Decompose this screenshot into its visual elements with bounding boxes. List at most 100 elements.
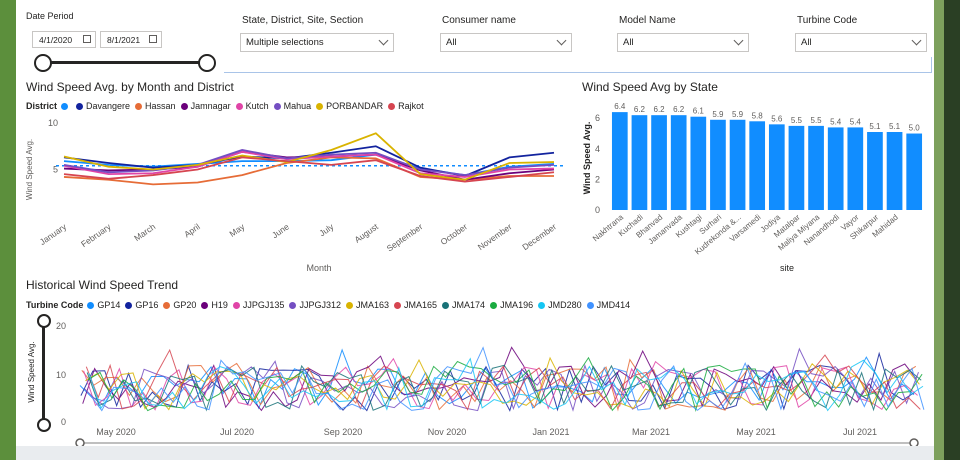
legend-item[interactable]: JJPGJ135	[232, 300, 285, 310]
data-label: 6.2	[634, 105, 646, 114]
legend-item[interactable]: JMA196	[490, 300, 533, 310]
legend-label: GP14	[97, 300, 121, 310]
series-line	[81, 358, 917, 412]
y-tick-label: 0	[595, 205, 600, 215]
x-tick-label: March	[132, 221, 157, 243]
x-tick-label: Jul 2020	[220, 427, 254, 437]
turbine-filter-dropdown[interactable]: All	[795, 33, 927, 52]
monthly-line-chart[interactable]: 10 5 Wind Speed Avg. January February March Ap…	[20, 112, 570, 278]
historical-line-chart[interactable]: 20 10 0 Wind Speed Avg. May 2020 Jul 2020 Sep …	[24, 312, 930, 446]
legend-label: Hassan	[145, 101, 176, 111]
legend-label: JMA196	[500, 300, 534, 310]
monthly-chart-title: Wind Speed Avg. by Month and District	[26, 80, 234, 94]
legend-item[interactable]: Mahua	[273, 101, 311, 111]
state-filter-dropdown[interactable]: Multiple selections	[240, 33, 394, 52]
x-tick-label: January	[38, 221, 69, 247]
series-line	[84, 347, 919, 412]
legend-marker	[232, 301, 240, 309]
legend-item[interactable]: GP16	[125, 300, 158, 310]
bar	[768, 124, 785, 210]
x-tick-label: May 2021	[736, 427, 776, 437]
turbine-filter-label: Turbine Code	[797, 15, 858, 26]
data-label: 5.0	[909, 124, 921, 133]
end-date-input[interactable]: 8/1/2021	[100, 31, 162, 48]
bar	[611, 112, 628, 210]
y-tick-label: 0	[61, 417, 66, 427]
data-label: 6.2	[654, 105, 666, 114]
legend-item[interactable]: H19	[201, 300, 228, 310]
state-filter-value: Multiple selections	[246, 37, 324, 48]
calendar-icon[interactable]	[83, 35, 91, 43]
date-range-start-handle[interactable]	[34, 54, 52, 72]
bar	[827, 127, 844, 210]
date-range-slider-track[interactable]	[42, 61, 208, 64]
right-edge-accent	[934, 0, 944, 460]
legend-item[interactable]: JMD280	[538, 300, 582, 310]
legend-label: JJPGJ312	[299, 300, 341, 310]
y-tick-label: 10	[48, 118, 58, 128]
chevron-down-icon	[733, 35, 744, 46]
bar	[631, 115, 648, 210]
legend-item[interactable]: JMA174	[442, 300, 485, 310]
x-tick-label: Mar 2021	[632, 427, 670, 437]
vertical-zoom-bottom-handle[interactable]	[37, 418, 51, 432]
vertical-zoom-top-handle[interactable]	[37, 314, 51, 328]
series-line	[82, 346, 918, 412]
legend-label: Davangere	[86, 101, 131, 111]
series-line	[63, 150, 555, 178]
legend-item[interactable]: Davangere	[76, 101, 130, 111]
x-tick-label: December	[520, 221, 558, 252]
legend-item[interactable]: Hassan	[135, 101, 176, 111]
data-label: 5.1	[869, 122, 881, 131]
report-canvas	[16, 0, 934, 446]
calendar-icon[interactable]	[149, 35, 157, 43]
legend-marker	[61, 102, 69, 110]
vertical-zoom-slider-track[interactable]	[42, 318, 45, 424]
state-chart-title: Wind Speed Avg by State	[582, 80, 718, 94]
legend-marker	[394, 301, 401, 309]
bar	[749, 121, 766, 210]
legend-item[interactable]: JJPGJ312	[289, 300, 341, 310]
data-label: 5.9	[712, 110, 724, 119]
data-label: 5.4	[850, 117, 862, 126]
legend-item[interactable]: Jamnagar	[180, 101, 231, 111]
bar	[788, 125, 805, 210]
legend-label: JJPGJ135	[242, 300, 285, 310]
legend-label: JMA174	[452, 300, 486, 310]
historical-chart-legend: Turbine Code GP14 GP16 GP20 H19 JJPGJ135 JJPG…	[26, 300, 635, 310]
legend-label: JMD280	[548, 300, 582, 310]
chevron-down-icon	[911, 35, 922, 46]
legend-marker	[538, 301, 546, 309]
legend-title: Turbine Code	[26, 300, 84, 310]
x-tick-label: June	[270, 221, 291, 240]
legend-label: Rajkot	[398, 101, 424, 111]
legend-title: District	[26, 101, 58, 111]
legend-item[interactable]: Rajkot	[388, 101, 424, 111]
series-line	[87, 356, 923, 412]
legend-item[interactable]: JMD414	[586, 300, 630, 310]
y-axis-label: Wind Speed Avg.	[582, 122, 592, 195]
legend-item[interactable]: PORBANDAR	[316, 101, 383, 111]
legend-item[interactable]: JMA163	[345, 300, 389, 310]
consumer-filter-dropdown[interactable]: All	[440, 33, 572, 52]
model-filter-dropdown[interactable]: All	[617, 33, 749, 52]
bar	[867, 132, 883, 210]
series-line	[85, 348, 921, 411]
legend-marker	[388, 102, 396, 110]
x-tick-label: August	[353, 221, 381, 245]
legend-label: JMA165	[404, 300, 438, 310]
legend-item[interactable]: JMA165	[394, 300, 437, 310]
date-range-end-handle[interactable]	[198, 54, 216, 72]
legend-marker	[586, 301, 594, 309]
y-tick-label: 10	[56, 370, 66, 380]
chevron-down-icon	[378, 35, 389, 46]
x-axis-label: site	[780, 263, 794, 273]
legend-item[interactable]: Kutch	[235, 101, 269, 111]
start-date-input[interactable]: 4/1/2020	[32, 31, 96, 48]
legend-item[interactable]	[61, 102, 71, 110]
legend-marker	[201, 301, 209, 309]
data-label: 5.4	[830, 117, 842, 126]
legend-item[interactable]: GP14	[87, 300, 120, 310]
legend-item[interactable]: GP20	[163, 300, 196, 310]
